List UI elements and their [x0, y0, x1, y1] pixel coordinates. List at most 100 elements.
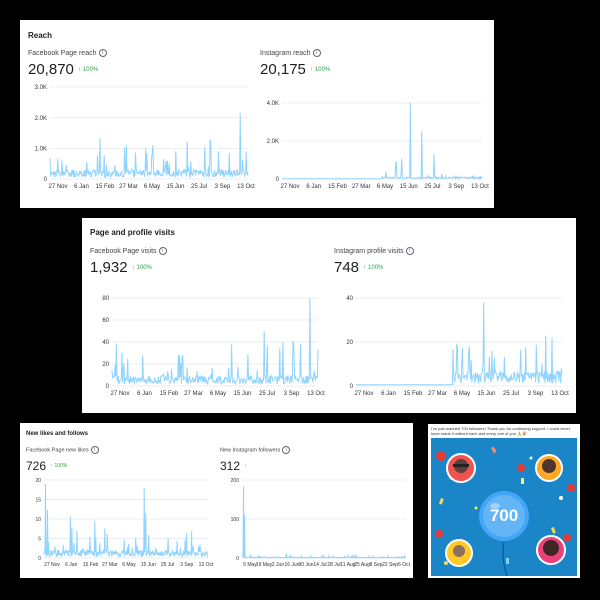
x-tick-label: 5 May	[243, 562, 257, 568]
series-line	[241, 486, 407, 559]
facebook-likes-chart: 20 15 10 5 027 Nov 6 Jan 15 Feb 27 Mar 6 May 15 J…	[35, 478, 214, 568]
notification-icon	[435, 451, 575, 542]
instagram-visits-chart: 40 20 027 Nov 6 Jan 15 Feb 27 Mar 6 May 15 Jun 2…	[346, 296, 569, 397]
milestone-post-image[interactable]: I've just reached 700 followers! Thank y…	[428, 424, 580, 578]
metric-value: 726	[26, 459, 47, 473]
x-tick-label: 27 Mar	[102, 562, 118, 568]
x-tick-label: 27 Nov	[44, 562, 60, 568]
info-icon[interactable]: i	[405, 247, 414, 255]
series-line	[356, 302, 563, 386]
y-tick-label: 20	[346, 340, 353, 346]
y-tick-label: 20	[35, 478, 41, 484]
y-tick-label: 5	[38, 536, 41, 542]
arrow-up-icon: ↑	[363, 264, 367, 271]
x-tick-label: 6 May	[210, 391, 226, 397]
delta-badge: 100%	[136, 264, 152, 271]
y-tick-label: 2.0K	[267, 139, 279, 145]
reach-card: Reach Facebook Page reach i 20,870 ↑ 100% 3…	[20, 20, 494, 208]
y-tick-label: 4.0K	[267, 101, 279, 107]
y-tick-label: 20	[102, 362, 109, 368]
x-tick-label: 15 Feb	[404, 391, 423, 397]
facebook-reach-metric: Facebook Page reach i 20,870 ↑ 100%	[28, 49, 107, 79]
y-tick-label: 40	[102, 340, 109, 346]
x-tick-label: 6 Jan	[65, 562, 77, 568]
x-tick-label: 25 Aug	[354, 562, 370, 568]
metric-value: 20,870	[28, 61, 74, 78]
likes-card: New likes and follows Facebook Page new …	[20, 423, 413, 578]
info-icon[interactable]: i	[90, 446, 99, 454]
x-tick-label: 13 Oct	[471, 184, 489, 190]
x-tick-label: 27 Mar	[184, 391, 203, 397]
x-tick-label: 15 Jun	[141, 562, 156, 568]
metric-label: Instagram profile visits	[334, 247, 404, 255]
x-tick-label: 2 Jun	[272, 562, 284, 568]
x-tick-label: 25 Jul	[259, 391, 275, 397]
info-icon[interactable]: i	[312, 49, 321, 57]
y-tick-label: 0	[38, 556, 41, 562]
arrow-up-icon: ↑	[50, 462, 53, 469]
card-title: Reach	[28, 31, 53, 40]
y-tick-label: 60	[102, 318, 109, 324]
facebook-visits-chart: 80 60 40 20 027 Nov 6 Jan 15 Feb 27 Mar 6 May 15 …	[102, 296, 325, 397]
info-icon[interactable]: i	[98, 49, 107, 57]
x-tick-label: 27 Nov	[280, 184, 299, 190]
x-tick-label: 27 Mar	[352, 184, 371, 190]
facebook-visits-metric: Facebook Page visits i 1,932 ↑ 100%	[90, 247, 167, 277]
visits-card: Page and profile visits Facebook Page vi…	[82, 218, 576, 413]
avatar	[446, 453, 476, 483]
arrow-up-icon: ↑	[309, 66, 313, 73]
x-tick-label: 25 Jul	[161, 562, 174, 568]
avatar	[536, 535, 566, 565]
y-tick-label: 3.0K	[35, 85, 47, 91]
metric-label: New Instagram followers	[220, 447, 281, 454]
delta-badge: 100%	[368, 264, 384, 271]
x-tick-label: 11 Aug	[340, 562, 355, 568]
x-tick-label: 13 Oct	[551, 391, 569, 397]
x-tick-label: 30 Jun	[298, 562, 313, 568]
x-tick-label: 6 Jan	[381, 391, 396, 397]
avatar	[445, 539, 473, 567]
info-icon[interactable]: i	[282, 446, 291, 454]
card-title: Page and profile visits	[90, 228, 175, 237]
x-tick-label: 8 Sep	[369, 562, 382, 568]
arrow-up-icon: ↑	[77, 66, 81, 73]
celebration-illustration	[435, 446, 575, 576]
x-tick-label: 25 Jul	[191, 184, 207, 190]
milestone-badge: 700	[489, 506, 519, 525]
x-tick-label: 6 May	[144, 184, 160, 190]
metric-value: 20,175	[260, 61, 306, 78]
x-tick-label: 6 Jan	[137, 391, 152, 397]
x-tick-label: 15 Jun	[166, 184, 184, 190]
y-tick-label: 0	[350, 384, 354, 390]
y-tick-label: 0	[44, 177, 48, 183]
x-tick-label: 15 Feb	[160, 391, 179, 397]
arrow-up-icon: ↑	[131, 264, 135, 271]
facebook-reach-chart: 3.0K 2.0K 1.0K 027 Nov 6 Jan 15 Feb 27 Mar 6 Ma…	[35, 85, 256, 190]
instagram-reach-metric: Instagram reach i 20,175 ↑ 100%	[260, 49, 330, 79]
y-tick-label: 2.0K	[35, 116, 47, 122]
x-tick-label: 15 Feb	[83, 562, 99, 568]
y-tick-label: 200	[231, 478, 240, 484]
x-tick-label: 27 Mar	[119, 184, 138, 190]
x-tick-label: 15 Jun	[233, 391, 251, 397]
promo-caption: I've just reached 700 followers! Thank y…	[431, 426, 571, 436]
x-tick-label: 27 Nov	[48, 184, 67, 190]
y-tick-label: 40	[346, 296, 353, 302]
x-tick-label: 27 Nov	[354, 391, 373, 397]
y-tick-label: 0	[106, 384, 110, 390]
x-tick-label: 16 Jun	[284, 562, 299, 568]
x-tick-label: 6 May	[454, 391, 470, 397]
avatar	[535, 454, 563, 482]
info-icon[interactable]: i	[158, 247, 167, 255]
x-tick-label: 6 Jan	[306, 184, 321, 190]
x-tick-label: 6 Oct	[398, 562, 411, 568]
y-tick-label: 100	[231, 517, 240, 523]
y-tick-label: 10	[35, 517, 41, 523]
y-tick-label: 0	[276, 177, 280, 183]
x-tick-label: 15 Jun	[477, 391, 495, 397]
series-line	[111, 297, 319, 386]
x-tick-label: 6 Jan	[74, 184, 89, 190]
metric-value: 1,932	[90, 259, 128, 276]
x-tick-label: 13 Oct	[307, 391, 325, 397]
